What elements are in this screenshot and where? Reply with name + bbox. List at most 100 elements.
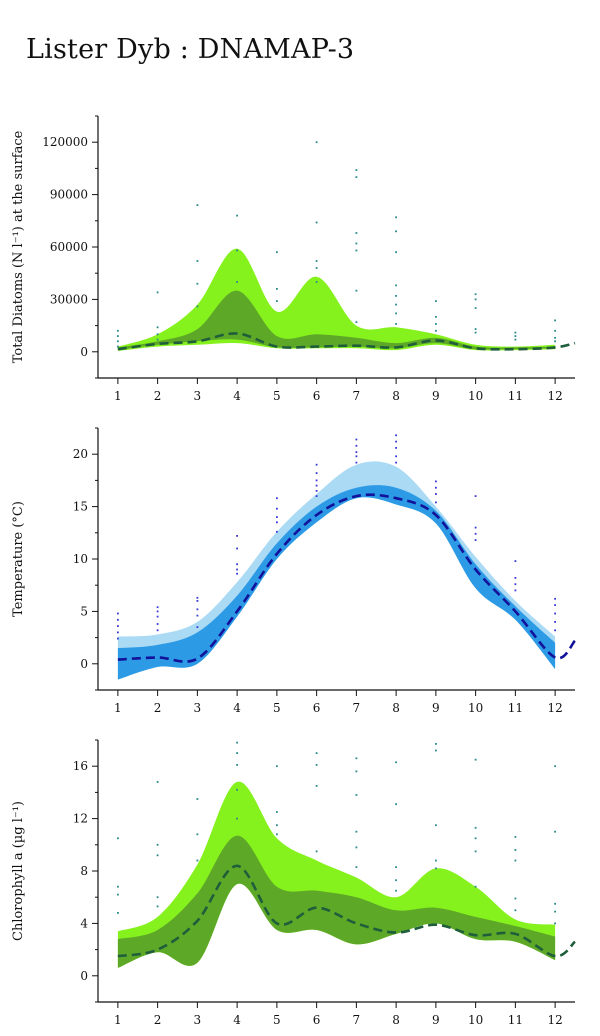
data-point [156, 333, 159, 336]
data-point [355, 866, 358, 868]
data-point [554, 922, 556, 925]
data-point [514, 589, 517, 592]
x-tick-label: 12 [547, 701, 562, 715]
data-point [236, 535, 238, 537]
data-point [117, 612, 119, 615]
x-tick-label: 4 [233, 701, 241, 715]
data-point [474, 298, 477, 301]
data-point [156, 291, 159, 294]
data-point [156, 606, 159, 609]
data-point [236, 563, 238, 566]
data-point [435, 867, 437, 870]
data-point [156, 610, 159, 613]
data-point [156, 843, 159, 846]
x-tick-label: 9 [432, 1013, 440, 1027]
data-point [196, 204, 199, 206]
data-point [514, 909, 517, 912]
data-point [276, 300, 278, 302]
data-point [435, 749, 437, 752]
inner-band [117, 835, 556, 968]
y-tick-label: 12 [73, 812, 88, 826]
data-point [554, 340, 556, 343]
y-tick-label: 5 [80, 604, 88, 618]
data-point [156, 615, 159, 618]
x-tick-label: 11 [508, 1013, 523, 1027]
data-point [236, 817, 238, 820]
data-point [474, 850, 477, 853]
y-tick-label: 0 [80, 657, 88, 671]
data-point [117, 912, 119, 914]
data-point [196, 596, 199, 599]
data-point [474, 307, 477, 309]
data-point [276, 521, 278, 524]
data-point [276, 288, 278, 290]
data-point [514, 338, 517, 341]
data-point [355, 770, 358, 773]
data-point [315, 752, 318, 754]
data-point [514, 859, 517, 862]
data-point [554, 830, 556, 833]
data-point [435, 316, 437, 318]
x-tick-label: 1 [114, 701, 122, 715]
data-point [355, 846, 358, 849]
data-point [236, 281, 238, 283]
data-point [355, 242, 358, 245]
mean-line [117, 864, 576, 958]
data-point [117, 631, 119, 634]
data-point [554, 604, 556, 606]
data-point [236, 752, 238, 754]
x-tick-label: 12 [547, 1013, 562, 1027]
data-point [514, 849, 517, 851]
data-point [474, 526, 477, 529]
data-point [435, 493, 437, 495]
data-point [276, 811, 278, 813]
data-point [236, 547, 238, 550]
data-point [156, 629, 159, 632]
x-tick-label: 6 [313, 389, 321, 403]
data-point [554, 612, 556, 615]
data-point [355, 794, 358, 796]
data-point [395, 295, 397, 297]
data-point [435, 824, 437, 827]
data-point [355, 455, 358, 458]
x-tick-label: 7 [353, 389, 361, 403]
data-point [156, 854, 159, 857]
data-point [554, 329, 556, 332]
data-point [117, 340, 119, 343]
data-point [395, 440, 397, 443]
data-point [395, 447, 397, 449]
y-tick-label: 120000 [42, 135, 88, 149]
data-point [474, 539, 477, 541]
data-point [514, 560, 517, 562]
data-point [276, 765, 278, 768]
data-point [315, 472, 318, 474]
data-point [554, 629, 556, 632]
data-point [117, 637, 119, 640]
data-point [315, 463, 318, 466]
data-point [315, 850, 318, 853]
data-point [117, 837, 119, 840]
x-tick-label: 6 [313, 701, 321, 715]
data-point [554, 910, 556, 913]
data-point [156, 623, 159, 625]
data-point [355, 169, 358, 171]
x-tick-label: 1 [114, 389, 122, 403]
data-point [315, 764, 318, 766]
data-point [315, 495, 318, 497]
y-tick-label: 90000 [50, 188, 88, 202]
data-point [315, 267, 318, 269]
y-tick-label: 30000 [50, 292, 88, 306]
data-point [156, 905, 159, 908]
data-point [435, 859, 437, 862]
y-tick-label: 15 [73, 500, 88, 514]
data-point [474, 293, 477, 296]
data-point [355, 232, 358, 234]
data-point [395, 323, 397, 325]
data-point [156, 326, 159, 329]
data-point [315, 484, 318, 487]
data-point [236, 568, 238, 571]
data-point [355, 757, 358, 760]
data-point [355, 321, 358, 323]
